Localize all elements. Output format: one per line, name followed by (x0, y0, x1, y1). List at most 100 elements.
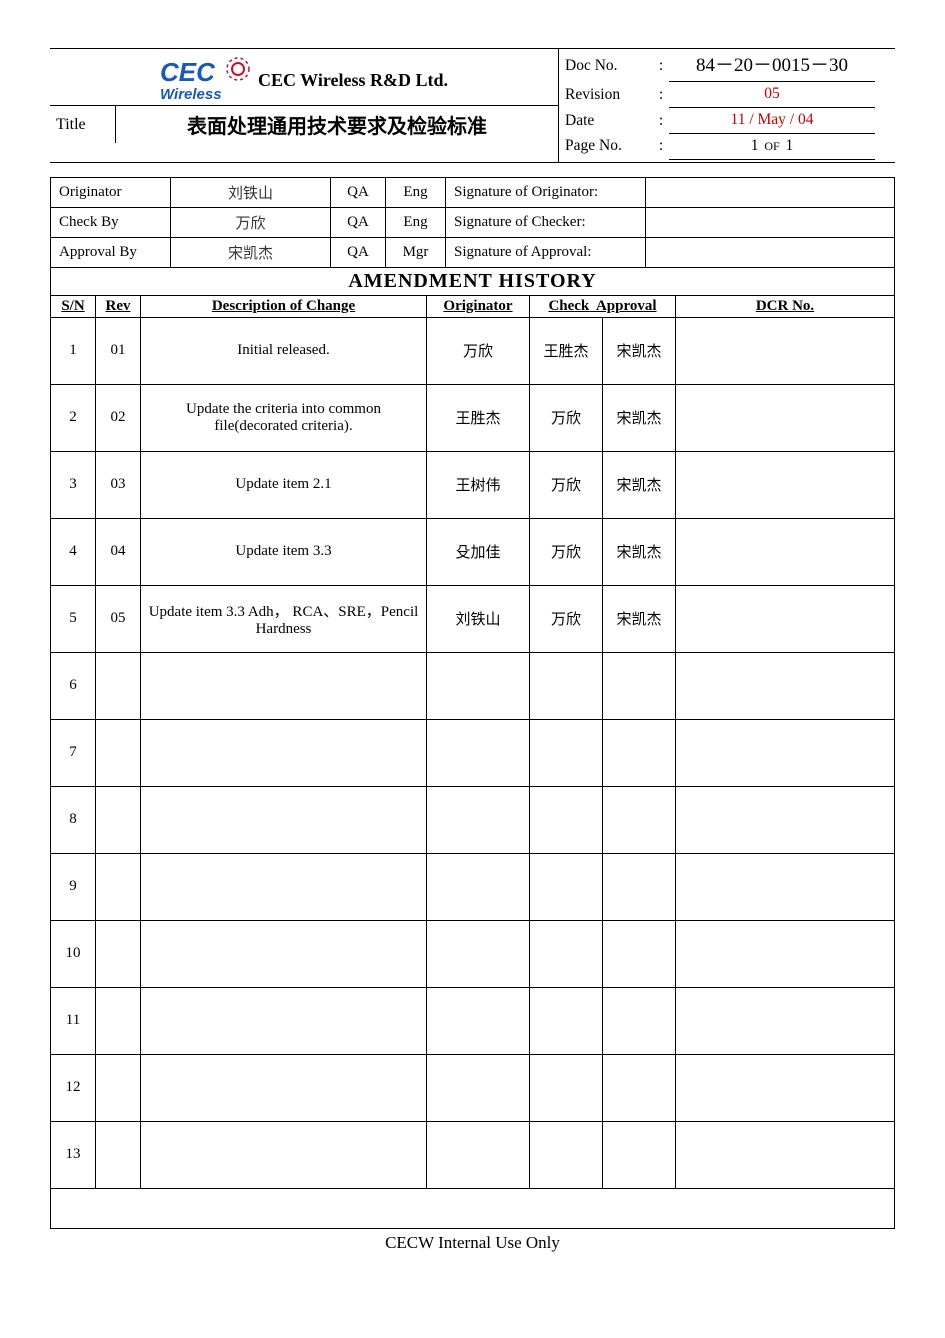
col-desc: Description of Change (141, 295, 427, 317)
cell-originator (427, 987, 530, 1054)
cell-check (530, 719, 603, 786)
cell-check (530, 1054, 603, 1121)
page-current: 1 (751, 134, 759, 159)
cell-rev (96, 920, 141, 987)
cell-sn: 6 (51, 652, 96, 719)
cell-sn: 8 (51, 786, 96, 853)
cell-approval: 宋凯杰 (603, 317, 676, 384)
meta-revision: Revision : 05 (565, 82, 895, 108)
date-value: 11 / May / 04 (669, 108, 875, 134)
cell-dcr (676, 317, 895, 384)
cell-rev: 04 (96, 518, 141, 585)
header-left: CEC Wireless CEC Wireless R&D Ltd. Title… (50, 48, 559, 162)
cell-desc: Update the criteria into common file(dec… (141, 384, 427, 451)
amendment-row: 6 (51, 652, 895, 719)
cell-desc (141, 652, 427, 719)
cell-rev: 05 (96, 585, 141, 652)
cell-approval: 宋凯杰 (603, 518, 676, 585)
amendment-row: 101Initial released.万欣王胜杰宋凯杰 (51, 317, 895, 384)
cell-sn: 1 (51, 317, 96, 384)
svg-text:CEC: CEC (160, 57, 216, 87)
cell-originator (427, 920, 530, 987)
revision-value: 05 (669, 82, 875, 108)
amendment-footer-row (51, 1188, 895, 1228)
cell-desc: Update item 3.3 (141, 518, 427, 585)
cell-approval (603, 652, 676, 719)
cell-check (530, 652, 603, 719)
amendment-row: 10 (51, 920, 895, 987)
cell-originator: 殳加佳 (427, 518, 530, 585)
cell-desc (141, 920, 427, 987)
cell-desc (141, 853, 427, 920)
amendment-header-row: S/N Rev Description of Change Originator… (51, 295, 895, 317)
cell-dcr (676, 786, 895, 853)
cell-rev (96, 853, 141, 920)
col-sn: S/N (51, 295, 96, 317)
signer-name: 万欣 (171, 207, 331, 237)
cell-dcr (676, 987, 895, 1054)
signer-title: Eng (386, 207, 446, 237)
revision-label: Revision (565, 83, 653, 108)
col-originator: Originator (427, 295, 530, 317)
cell-rev: 03 (96, 451, 141, 518)
cell-check: 王胜杰 (530, 317, 603, 384)
cell-sn: 13 (51, 1121, 96, 1188)
cell-desc (141, 1121, 427, 1188)
cell-desc: Update item 3.3 Adh， RCA、SRE，Pencil Hard… (141, 585, 427, 652)
cell-sn: 7 (51, 719, 96, 786)
cell-originator (427, 719, 530, 786)
cell-sn: 11 (51, 987, 96, 1054)
signer-role: Check By (51, 207, 171, 237)
cell-approval: 宋凯杰 (603, 585, 676, 652)
cell-rev (96, 719, 141, 786)
signatory-row: Approval By宋凯杰QAMgrSignature of Approval… (51, 237, 895, 267)
cell-check (530, 786, 603, 853)
amendment-row: 9 (51, 853, 895, 920)
document-title: 表面处理通用技术要求及检验标准 (116, 106, 558, 143)
cell-desc: Update item 2.1 (141, 451, 427, 518)
signatory-row: Originator刘铁山QAEngSignature of Originato… (51, 177, 895, 207)
cell-desc (141, 1054, 427, 1121)
signer-dept: QA (331, 177, 386, 207)
cell-rev: 01 (96, 317, 141, 384)
doc-no-value: 84－20－0015－30 (669, 51, 875, 82)
cell-approval (603, 786, 676, 853)
cell-rev (96, 786, 141, 853)
header-meta: Doc No. : 84－20－0015－30 Revision : 05 Da… (559, 48, 895, 162)
cell-originator (427, 786, 530, 853)
page-of-label: OF (764, 137, 779, 156)
page-no-label: Page No. (565, 134, 653, 159)
signer-title: Eng (386, 177, 446, 207)
header: CEC Wireless CEC Wireless R&D Ltd. Title… (50, 48, 895, 163)
cell-rev (96, 987, 141, 1054)
signature-space (646, 177, 895, 207)
meta-date: Date : 11 / May / 04 (565, 108, 895, 134)
col-check-approval: Check Approval (530, 295, 676, 317)
amendment-row: 303Update item 2.1王树伟万欣宋凯杰 (51, 451, 895, 518)
cell-dcr (676, 1121, 895, 1188)
cell-originator: 王胜杰 (427, 384, 530, 451)
cell-approval (603, 1121, 676, 1188)
cell-originator (427, 652, 530, 719)
company-name: CEC Wireless R&D Ltd. (258, 70, 448, 91)
svg-text:Wireless: Wireless (160, 86, 222, 103)
cell-dcr (676, 451, 895, 518)
cell-approval (603, 853, 676, 920)
cell-originator (427, 1121, 530, 1188)
cell-desc (141, 786, 427, 853)
amendment-title: AMENDMENT HISTORY (50, 268, 895, 295)
signer-dept: QA (331, 207, 386, 237)
cell-rev (96, 1054, 141, 1121)
signer-title: Mgr (386, 237, 446, 267)
signer-name: 宋凯杰 (171, 237, 331, 267)
col-rev: Rev (96, 295, 141, 317)
logo-row: CEC Wireless CEC Wireless R&D Ltd. (50, 48, 558, 105)
internal-use-only: CECW Internal Use Only (50, 1233, 895, 1253)
signer-dept: QA (331, 237, 386, 267)
cell-rev (96, 1121, 141, 1188)
amendment-row: 8 (51, 786, 895, 853)
cell-check: 万欣 (530, 384, 603, 451)
signature-label: Signature of Originator: (446, 177, 646, 207)
meta-page-no: Page No. : 1 OF 1 (565, 134, 895, 160)
cell-approval (603, 1054, 676, 1121)
